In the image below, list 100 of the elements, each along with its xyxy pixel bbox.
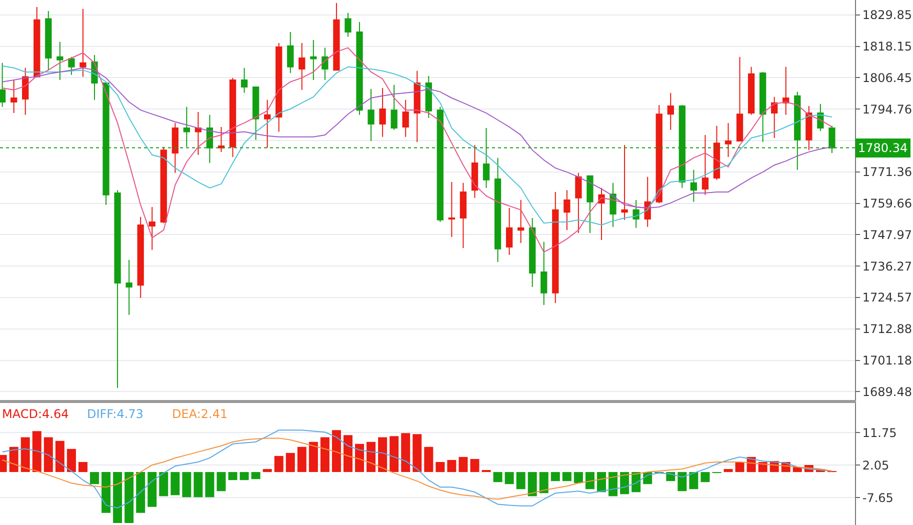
y-tick-label: 2.05 — [862, 458, 890, 472]
y-tick-label: 1794.76 — [862, 102, 912, 116]
candlestick — [390, 84, 398, 130]
line-series — [2, 438, 832, 500]
bar — [366, 442, 376, 472]
bar — [297, 446, 306, 472]
bar — [78, 462, 88, 472]
bar — [228, 472, 238, 480]
candlestick — [218, 126, 225, 152]
line-series — [2, 47, 832, 253]
bar — [308, 442, 318, 472]
bar — [355, 444, 364, 472]
candlestick — [322, 47, 328, 80]
candlestick — [333, 2, 340, 71]
bar — [758, 462, 768, 472]
candlestick — [610, 182, 616, 228]
bar — [159, 472, 168, 496]
y-tick-label: 1689.48 — [862, 384, 912, 399]
y-tick-label: 1806.45 — [862, 70, 912, 85]
bar — [562, 472, 572, 482]
candlestick — [540, 241, 548, 306]
candlestick — [552, 191, 559, 304]
bar — [66, 448, 76, 472]
bar — [216, 472, 226, 492]
bar — [102, 472, 110, 513]
bar — [528, 472, 537, 496]
bar — [724, 469, 733, 472]
bar — [378, 437, 388, 472]
bar — [458, 456, 468, 472]
bar — [504, 472, 514, 484]
bar — [470, 458, 480, 472]
candlestick — [736, 56, 744, 142]
bar — [55, 440, 64, 472]
candlestick — [310, 40, 317, 80]
bar — [700, 472, 710, 482]
line-series — [2, 430, 832, 508]
candlestick — [240, 67, 248, 94]
candlestick — [344, 12, 352, 38]
ref-line-label: 1780.34 — [858, 141, 908, 155]
candlestick — [229, 77, 236, 158]
text: DIFF:4.73 — [87, 407, 144, 421]
candlestick — [194, 111, 202, 156]
y-tick-label: 1747.97 — [862, 228, 912, 242]
candlestick — [506, 208, 513, 256]
bar — [424, 446, 434, 472]
candlestick — [172, 122, 178, 174]
y-tick-label: 1736.27 — [862, 259, 912, 274]
candlestick — [759, 71, 766, 143]
candlestick — [137, 216, 144, 298]
candlestick — [690, 169, 697, 202]
bar — [539, 472, 548, 494]
candlestick — [494, 157, 502, 263]
bar — [320, 437, 330, 472]
bar — [735, 462, 744, 472]
bar — [608, 472, 618, 496]
candlestick — [356, 22, 363, 116]
bar — [148, 472, 157, 507]
bar — [412, 434, 422, 472]
candlestick — [575, 172, 582, 234]
bar — [124, 472, 134, 523]
candlestick — [287, 31, 294, 74]
bar — [597, 472, 606, 492]
candlestick — [298, 42, 306, 90]
y-tick-label: 1701.18 — [862, 354, 912, 368]
candlestick — [276, 42, 282, 132]
bar — [251, 472, 260, 480]
candlestick — [460, 182, 467, 249]
candlestick — [252, 86, 260, 140]
bar — [182, 472, 192, 498]
candlestick — [586, 175, 594, 234]
y-tick-label: 1829.85 — [862, 8, 912, 22]
bar — [9, 446, 18, 472]
candlestick — [667, 92, 674, 130]
bar — [286, 452, 295, 472]
candlestick — [10, 80, 18, 114]
candlestick — [368, 88, 374, 142]
bar — [585, 472, 594, 490]
bar — [240, 472, 249, 480]
bar — [447, 460, 456, 472]
y-tick-label: 1712.88 — [862, 322, 912, 336]
bar — [436, 462, 445, 472]
series-label: MACD:4.64 — [2, 407, 69, 421]
y-tick-label: 1724.57 — [862, 290, 912, 305]
candlestick — [126, 259, 132, 316]
y-tick-label: -7.65 — [862, 490, 894, 505]
candlestick — [806, 106, 812, 151]
candlestick — [0, 62, 6, 108]
bar — [332, 430, 341, 472]
candlestick — [80, 8, 86, 78]
candlestick — [713, 125, 720, 180]
bar — [550, 472, 560, 482]
bar — [170, 472, 180, 496]
y-tick-label: 1759.66 — [862, 196, 912, 211]
candlestick — [148, 206, 156, 250]
candlestick — [448, 182, 456, 238]
candlestick — [632, 200, 640, 228]
candlestick — [471, 144, 478, 198]
bar — [113, 472, 122, 523]
candlestick — [771, 96, 778, 138]
bar — [194, 472, 203, 498]
